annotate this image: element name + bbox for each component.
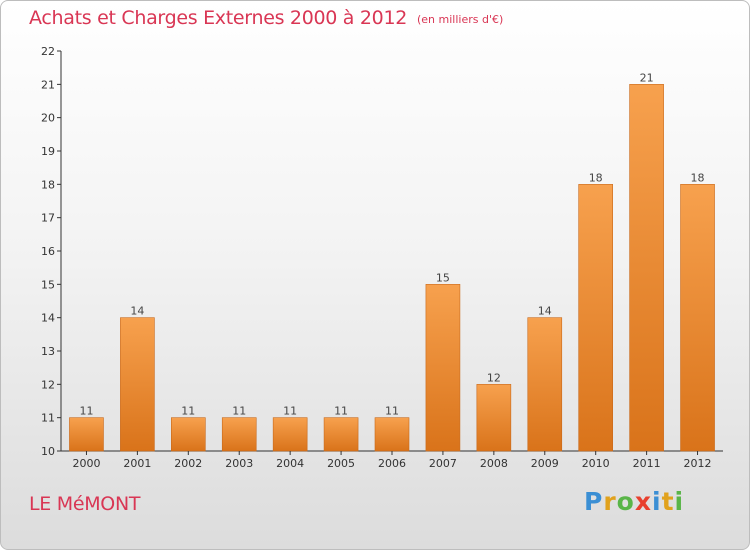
data-label: 11 <box>283 405 297 418</box>
data-label: 18 <box>691 171 705 184</box>
bar <box>221 417 257 452</box>
x-tick-label: 2009 <box>531 457 559 470</box>
y-tick-label: 14 <box>41 312 55 325</box>
y-tick-label: 17 <box>41 212 55 225</box>
x-tick-label: 2000 <box>72 457 100 470</box>
bar <box>527 317 563 452</box>
chart-title: Achats et Charges Externes 2000 à 2012 <box>29 7 408 29</box>
logo-letter: i <box>674 487 685 516</box>
y-tick-label: 13 <box>41 345 55 358</box>
x-tick-label: 2008 <box>480 457 508 470</box>
x-tick-label: 2005 <box>327 457 355 470</box>
y-tick-label: 22 <box>41 45 55 58</box>
y-tick-label: 19 <box>41 145 55 158</box>
data-label: 14 <box>130 305 144 318</box>
x-tick-label: 2010 <box>582 457 610 470</box>
data-label: 11 <box>334 405 348 418</box>
y-tick-label: 11 <box>41 412 55 425</box>
y-tick-label: 21 <box>41 78 55 91</box>
logo-letter: r <box>603 487 617 516</box>
y-tick-label: 12 <box>41 378 55 391</box>
y-tick-label: 18 <box>41 178 55 191</box>
bar <box>272 417 308 452</box>
bar <box>578 184 613 452</box>
data-label: 18 <box>589 171 603 184</box>
x-tick-label: 2002 <box>174 457 202 470</box>
chart-subtitle: (en milliers d'€) <box>417 13 504 26</box>
data-label: 11 <box>232 405 246 418</box>
data-label: 14 <box>538 305 552 318</box>
y-tick-label: 20 <box>41 112 55 125</box>
bar <box>425 284 461 452</box>
x-tick-label: 2006 <box>378 457 406 470</box>
bar <box>171 417 206 452</box>
x-tick-label: 2004 <box>276 457 304 470</box>
data-label: 11 <box>79 405 93 418</box>
x-tick-label: 2001 <box>123 457 151 470</box>
bar <box>374 417 410 452</box>
logo-letter: t <box>661 487 675 516</box>
commune-name: LE MéMONT <box>29 493 141 515</box>
logo-letter: x <box>634 487 652 516</box>
logo-letter: o <box>616 487 635 516</box>
data-label: 11 <box>181 405 195 418</box>
bar <box>120 317 155 452</box>
bar <box>476 384 512 452</box>
x-tick-label: 2007 <box>429 457 457 470</box>
bar <box>69 417 104 452</box>
logo-letter: i <box>652 487 662 516</box>
y-tick-label: 15 <box>41 278 55 291</box>
x-tick-label: 2003 <box>225 457 253 470</box>
bar <box>629 84 664 452</box>
y-tick-label: 10 <box>41 445 55 458</box>
data-label: 11 <box>385 405 399 418</box>
y-tick-label: 16 <box>41 245 55 258</box>
bar <box>323 417 359 452</box>
x-tick-label: 2011 <box>633 457 661 470</box>
proxiti-logo[interactable]: Proxiti <box>584 487 684 516</box>
data-label: 12 <box>487 371 501 384</box>
data-label: 21 <box>640 71 654 84</box>
data-label: 15 <box>436 271 450 284</box>
logo-letter: P <box>584 487 604 516</box>
bar <box>680 184 715 452</box>
x-tick-label: 2012 <box>684 457 712 470</box>
